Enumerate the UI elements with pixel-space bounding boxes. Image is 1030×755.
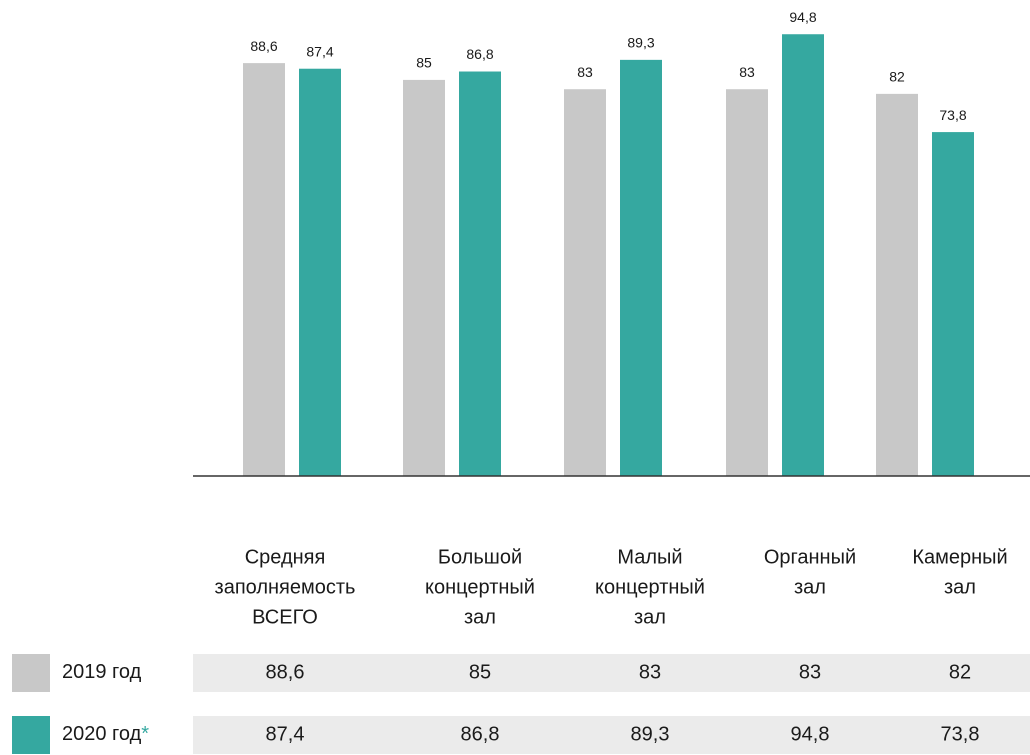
value-label: 73,8	[939, 107, 966, 123]
bar	[620, 59, 662, 476]
bar	[876, 93, 918, 476]
x-tick-label: Малый	[617, 546, 682, 568]
legend-label: 2019 год	[62, 661, 142, 683]
value-label: 85	[416, 55, 432, 71]
table-row-band	[193, 654, 1030, 692]
x-tick-label: Большой	[438, 546, 522, 568]
legend-swatch	[12, 654, 50, 692]
legend-asterisk: *	[141, 723, 149, 745]
table-cell: 86,8	[461, 723, 500, 745]
x-tick-label: зал	[794, 576, 826, 598]
table-cell: 94,8	[791, 723, 830, 745]
bar	[932, 132, 974, 477]
table-cell: 83	[639, 661, 661, 683]
x-tick-label: зал	[464, 606, 496, 628]
bar	[403, 79, 445, 477]
value-label: 87,4	[306, 43, 333, 59]
value-label: 86,8	[466, 46, 493, 62]
value-label: 82	[889, 69, 905, 85]
bar	[782, 34, 824, 477]
x-tick-label: зал	[634, 606, 666, 628]
table-cell: 82	[949, 661, 971, 683]
table-cell: 88,6	[266, 661, 305, 683]
legend-name: 2019 год	[62, 661, 142, 683]
legend-name: 2020 год	[62, 723, 142, 745]
value-label: 94,8	[789, 9, 816, 25]
legend-label: 2020 год*	[62, 723, 149, 745]
table-row-band	[193, 716, 1030, 754]
x-tick-label: концертный	[595, 576, 705, 598]
x-tick-label: заполняемость	[215, 576, 356, 598]
bar	[459, 71, 501, 477]
value-label: 89,3	[627, 35, 654, 51]
value-label: 83	[577, 64, 593, 80]
x-tick-label: ВСЕГО	[252, 606, 318, 628]
x-tick-label: Камерный	[912, 546, 1007, 568]
table-cell: 89,3	[631, 723, 670, 745]
value-label: 88,6	[250, 38, 277, 54]
bar	[726, 89, 768, 476]
table-cell: 83	[799, 661, 821, 683]
bar	[299, 68, 341, 476]
x-tick-label: Органный	[764, 546, 856, 568]
bar	[243, 63, 285, 477]
table-cell: 87,4	[266, 723, 305, 745]
legend-swatch	[12, 716, 50, 754]
bar	[564, 89, 606, 476]
value-label: 83	[739, 64, 755, 80]
table-cell: 85	[469, 661, 491, 683]
x-tick-label: концертный	[425, 576, 535, 598]
table-cell: 73,8	[941, 723, 980, 745]
x-tick-label: Средняя	[245, 546, 326, 568]
x-tick-label: зал	[944, 576, 976, 598]
